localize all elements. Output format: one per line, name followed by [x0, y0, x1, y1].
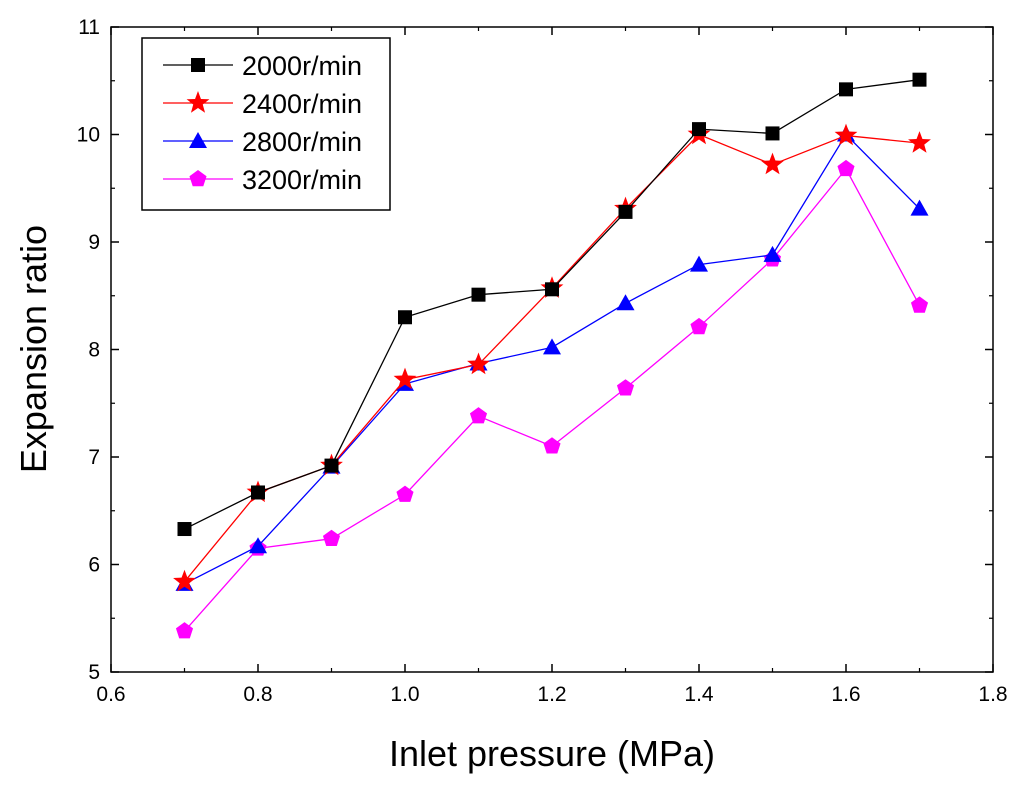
- data-point: [324, 458, 339, 473]
- data-point: [690, 317, 708, 335]
- data-point: [175, 622, 194, 639]
- data-point: [910, 296, 929, 313]
- legend-label: 3200r/min: [242, 165, 362, 195]
- data-point: [910, 199, 929, 216]
- series-2000r/min: [177, 72, 927, 537]
- axis-ticks: 0.6 0.8 1.0 1.2 1.4 1.6 1.8 5 6 7 8 9 10 11: [77, 16, 1008, 706]
- legend-label: 2800r/min: [242, 127, 362, 157]
- y-tick-label: 11: [78, 16, 100, 39]
- data-point: [908, 131, 931, 153]
- data-point: [471, 287, 486, 302]
- y-tick-label: 5: [88, 661, 100, 684]
- x-axis-title: Inlet pressure (MPa): [389, 733, 715, 774]
- data-point: [249, 537, 267, 554]
- data-point: [322, 529, 341, 546]
- data-point: [545, 282, 559, 297]
- data-point: [761, 152, 784, 175]
- data-point: [177, 522, 192, 537]
- y-tick-label: 10: [77, 124, 100, 147]
- series-layer: [173, 72, 931, 639]
- series-3200r/min: [175, 159, 929, 639]
- legend-marker: [186, 91, 210, 113]
- x-tick-label: 0.6: [96, 683, 125, 706]
- data-point: [834, 123, 858, 146]
- legend-marker: [189, 132, 207, 148]
- y-tick-label: 8: [88, 339, 100, 362]
- legend-box: [141, 37, 391, 211]
- legend-label: 2400r/min: [242, 89, 362, 119]
- data-point: [469, 407, 488, 424]
- legend-marker: [189, 170, 207, 187]
- data-point: [839, 82, 853, 97]
- data-point: [543, 437, 561, 454]
- x-tick-label: 1.8: [978, 683, 1007, 706]
- y-tick-label: 7: [88, 446, 100, 469]
- y-axis-title: Expansion ratio: [13, 225, 54, 473]
- x-tick-label: 1.0: [390, 683, 419, 706]
- data-point: [912, 72, 927, 87]
- x-tick-label: 1.6: [831, 683, 860, 706]
- data-point: [765, 126, 780, 141]
- data-point: [837, 159, 855, 177]
- data-point: [616, 379, 635, 396]
- x-tick-label: 1.4: [684, 683, 714, 706]
- x-tick-label: 1.2: [537, 683, 566, 706]
- data-point: [543, 338, 561, 355]
- legend-label: 2000r/min: [242, 51, 362, 81]
- x-tick-label: 0.8: [243, 683, 272, 706]
- data-point: [251, 485, 265, 500]
- data-point: [393, 367, 417, 390]
- data-point: [616, 294, 635, 311]
- legend: 2000r/min 2400r/min 2800r/min 3200r/min: [141, 37, 391, 211]
- legend-marker: [191, 58, 205, 72]
- data-point: [396, 485, 414, 502]
- data-point: [618, 204, 633, 219]
- y-tick-label: 6: [88, 554, 100, 577]
- data-point: [763, 245, 782, 262]
- data-point: [692, 122, 706, 137]
- series-line: [184, 167, 921, 632]
- data-point: [398, 310, 412, 325]
- data-point: [690, 255, 708, 272]
- data-point: [467, 352, 490, 375]
- y-tick-label: 9: [88, 231, 100, 254]
- data-point: [173, 569, 196, 592]
